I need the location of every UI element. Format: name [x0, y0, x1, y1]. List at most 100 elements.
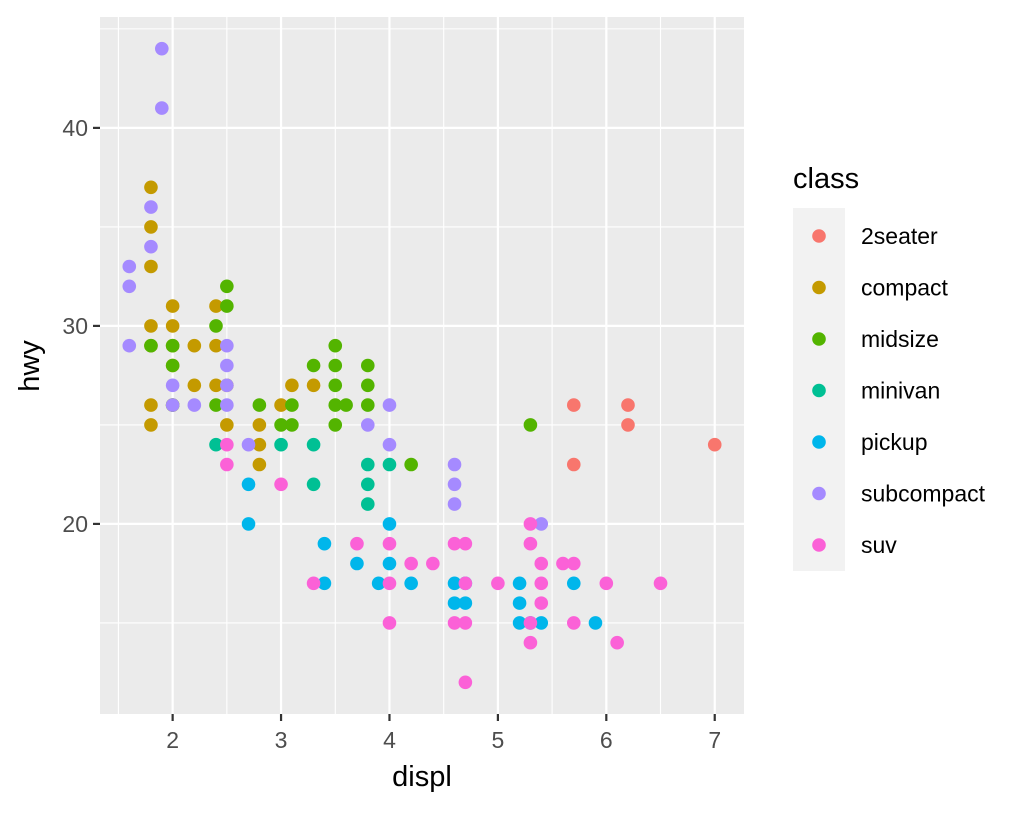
data-point-midsize [328, 418, 343, 432]
legend-swatch [812, 229, 826, 243]
data-point-compact [187, 378, 202, 393]
data-point-suv [426, 556, 440, 571]
plot-panel [100, 17, 744, 714]
data-point-pickup [382, 517, 397, 531]
data-point-suv [447, 536, 462, 551]
data-point-pickup [534, 616, 549, 630]
data-point-suv [523, 635, 538, 650]
data-point-midsize [165, 338, 180, 353]
data-point-suv [382, 616, 397, 630]
y-tick-label: 20 [62, 511, 88, 537]
data-point-subcompact [122, 279, 137, 294]
data-point-subcompact [220, 378, 234, 393]
data-point-compact [165, 299, 180, 313]
data-point-pickup [241, 517, 256, 531]
data-point-subcompact [154, 101, 169, 115]
data-point-compact [252, 418, 267, 432]
y-axis-title: hwy [14, 340, 46, 392]
data-point-minivan [360, 497, 375, 511]
data-point-subcompact [154, 41, 169, 56]
grid-lines [100, 17, 744, 714]
data-point-subcompact [144, 239, 158, 254]
data-point-suv [306, 576, 321, 591]
data-point-midsize [209, 319, 223, 333]
data-point-2seater [566, 398, 581, 412]
legend-label: midsize [861, 326, 939, 352]
data-point-compact [306, 378, 321, 393]
data-point-compact [144, 319, 158, 333]
data-point-midsize [252, 398, 267, 412]
data-point-suv [653, 576, 668, 591]
legend-swatch [812, 280, 826, 295]
data-point-subcompact [187, 398, 202, 412]
data-point-suv [599, 576, 614, 591]
x-tick-label: 4 [383, 727, 396, 753]
data-point-compact [165, 319, 180, 333]
series-minivan [209, 437, 397, 511]
legend-label: subcompact [861, 481, 986, 507]
data-point-pickup [588, 616, 603, 630]
data-point-pickup [350, 556, 364, 571]
data-point-midsize [144, 338, 158, 353]
data-point-minivan [382, 457, 397, 472]
data-point-subcompact [534, 517, 549, 531]
data-point-midsize [328, 378, 343, 393]
data-point-midsize [360, 398, 375, 412]
legend-label: pickup [861, 429, 927, 455]
data-point-compact [220, 418, 234, 432]
series-subcompact [122, 41, 549, 531]
axes: 2 3 4 5 6 7 20 30 40 [62, 115, 721, 753]
data-point-suv [458, 616, 473, 630]
legend: class 2seater compact midsize minivan pickup… [793, 163, 986, 571]
legend-item-subcompact: subcompact [812, 481, 986, 507]
data-point-midsize [209, 398, 223, 412]
data-point-suv [610, 635, 624, 650]
data-point-suv [566, 616, 581, 630]
data-point-suv [556, 556, 570, 571]
data-point-2seater [566, 457, 581, 472]
x-tick-label: 5 [491, 727, 504, 753]
data-point-minivan [306, 477, 321, 492]
x-tick-label: 2 [166, 727, 179, 753]
data-point-midsize [274, 418, 288, 432]
data-point-suv [404, 556, 418, 571]
data-point-midsize [339, 398, 353, 412]
data-point-compact [144, 180, 158, 195]
data-point-midsize [306, 358, 321, 373]
data-point-midsize [360, 358, 375, 373]
data-point-suv [458, 576, 473, 591]
data-point-compact [144, 418, 158, 432]
data-point-compact [144, 398, 158, 412]
data-point-subcompact [122, 338, 137, 353]
data-point-pickup [512, 616, 527, 630]
y-tick-label: 40 [62, 115, 88, 141]
data-point-subcompact [382, 437, 397, 452]
data-point-compact [144, 259, 158, 274]
data-point-minivan [360, 457, 375, 472]
legend-label: minivan [861, 378, 940, 404]
data-point-compact [209, 299, 223, 313]
data-point-suv [523, 536, 538, 551]
data-point-suv [274, 477, 288, 492]
legend-swatch [812, 332, 826, 346]
data-point-suv [534, 596, 549, 610]
data-point-subcompact [447, 477, 462, 492]
data-point-suv [350, 536, 364, 551]
data-point-suv [566, 556, 581, 571]
data-point-pickup [404, 576, 418, 591]
data-point-pickup [447, 576, 462, 591]
data-point-suv [534, 576, 549, 591]
data-point-subcompact [144, 200, 158, 214]
legend-item-suv: suv [812, 532, 897, 558]
data-point-minivan [360, 477, 375, 492]
data-point-midsize [328, 398, 343, 412]
data-point-compact [209, 338, 223, 353]
legend-swatch [812, 383, 826, 398]
data-point-midsize [165, 358, 180, 373]
data-point-subcompact [165, 378, 180, 393]
data-point-suv [458, 536, 473, 551]
data-point-subcompact [220, 338, 234, 353]
data-point-midsize [328, 358, 343, 373]
data-point-suv [382, 536, 397, 551]
